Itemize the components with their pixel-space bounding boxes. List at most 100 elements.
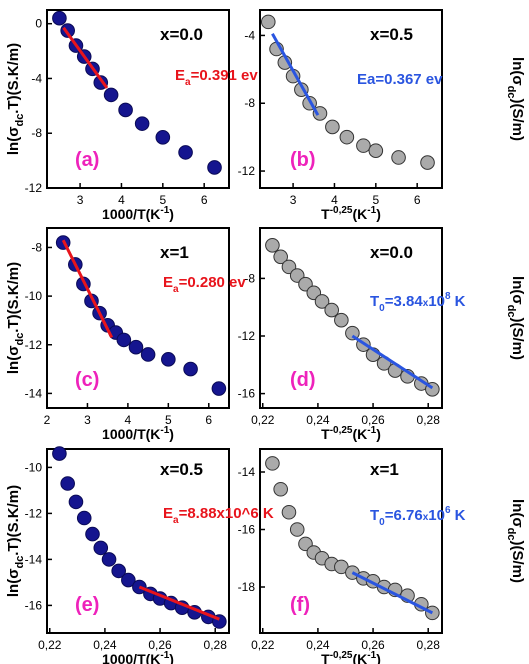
x-tick-label: 4 bbox=[118, 193, 125, 207]
panel-letter: (b) bbox=[290, 149, 316, 171]
x-tick-label: 0,24 bbox=[93, 638, 117, 652]
data-point bbox=[391, 150, 406, 165]
data-point bbox=[155, 130, 171, 145]
panel-letter: (d) bbox=[290, 369, 316, 391]
y-tick-label: -18 bbox=[238, 580, 256, 594]
x-axis-label: T-0,25(K-1) bbox=[321, 205, 381, 222]
data-point bbox=[52, 446, 67, 461]
y-tick-label: -14 bbox=[25, 552, 43, 566]
fit-line bbox=[62, 26, 109, 89]
data-point bbox=[420, 155, 435, 170]
composition-label: x=0.5 bbox=[370, 25, 413, 44]
chart-panel-a: 3 4 5 6 0 -4 -8 -12 x=0.0 Ea=0.391 ev (a) 1000/T(K-… bbox=[5, 9, 258, 222]
data-point bbox=[76, 510, 92, 526]
data-point bbox=[425, 605, 440, 621]
data-point bbox=[265, 456, 280, 471]
fit-line bbox=[271, 33, 320, 116]
data-point bbox=[368, 143, 384, 159]
data-point bbox=[183, 361, 198, 377]
data-point bbox=[273, 481, 288, 497]
panel-letter: (f) bbox=[290, 594, 310, 616]
fit-annotation: Ea=0.367 ev bbox=[357, 71, 443, 88]
data-point bbox=[356, 138, 371, 153]
fit-annotation: T0=3.84x108 K bbox=[370, 291, 466, 314]
x-tick-label: 6 bbox=[414, 193, 421, 207]
fit-line bbox=[351, 571, 434, 615]
data-point bbox=[103, 87, 119, 103]
data-point bbox=[273, 249, 288, 265]
plot-frame bbox=[259, 448, 443, 634]
x-tick-label: 0,28 bbox=[417, 413, 441, 427]
fit-line bbox=[138, 585, 220, 621]
x-tick-label: 0,24 bbox=[306, 413, 330, 427]
y-tick-label: 0 bbox=[35, 17, 42, 31]
composition-label: x=1 bbox=[160, 243, 189, 262]
x-tick-label: 0,22 bbox=[251, 638, 275, 652]
data-point bbox=[128, 339, 144, 355]
data-point bbox=[101, 552, 117, 567]
chart-panel-f: 0,22 0,24 0,26 0,28 -14 -16 -18 x=1 T0=6.76x106 … bbox=[238, 448, 526, 664]
x-axis-label: T-0,25(K-1) bbox=[321, 425, 381, 442]
data-point bbox=[161, 352, 176, 367]
x-tick-label: 0,28 bbox=[204, 638, 228, 652]
composition-label: x=0.0 bbox=[160, 25, 203, 44]
x-tick-label: 3 bbox=[290, 193, 297, 207]
y-tick-label: -8 bbox=[31, 240, 42, 254]
data-point bbox=[118, 102, 133, 118]
data-point bbox=[324, 302, 339, 318]
y-tick-label: -10 bbox=[25, 289, 43, 303]
data-point bbox=[334, 312, 349, 328]
data-point bbox=[93, 540, 109, 556]
y-axis-label: ln(σdc)(S/m) bbox=[505, 499, 526, 583]
x-tick-label: 3 bbox=[77, 193, 84, 207]
y-tick-label: -4 bbox=[244, 28, 255, 42]
panel-letter: (e) bbox=[75, 594, 99, 616]
y-tick-label: -16 bbox=[238, 523, 256, 537]
x-tick-label: 5 bbox=[159, 193, 166, 207]
y-tick-label: -8 bbox=[31, 126, 42, 140]
x-tick-label: 0,22 bbox=[38, 638, 62, 652]
plot-frame bbox=[259, 9, 443, 189]
data-point bbox=[60, 476, 75, 491]
fit-annotation: Ea=8.88x10^6 K bbox=[163, 505, 274, 526]
x-tick-label: 3 bbox=[84, 413, 91, 427]
x-tick-label: 6 bbox=[201, 193, 208, 207]
data-point bbox=[211, 381, 227, 396]
data-point bbox=[52, 10, 67, 26]
y-tick-label: -16 bbox=[25, 598, 43, 612]
data-point bbox=[260, 14, 276, 30]
y-tick-label: -10 bbox=[25, 460, 43, 474]
data-point bbox=[325, 119, 340, 135]
x-tick-label: 6 bbox=[205, 413, 212, 427]
plot-frame bbox=[46, 227, 230, 409]
data-point bbox=[207, 160, 222, 175]
x-tick-label: 4 bbox=[331, 193, 338, 207]
x-axis-label: 1000/T(K-1) bbox=[102, 205, 174, 222]
x-tick-label: 2 bbox=[44, 413, 51, 427]
data-point bbox=[60, 23, 75, 38]
y-tick-label: -12 bbox=[25, 181, 43, 195]
y-axis-label: ln(σdc.T)(S.K/m) bbox=[5, 485, 26, 597]
panel-letter: (c) bbox=[75, 369, 99, 391]
fit-annotation: T0=6.76x106 K bbox=[370, 505, 466, 528]
x-tick-label: 4 bbox=[125, 413, 132, 427]
data-point bbox=[85, 526, 100, 542]
data-point bbox=[314, 294, 330, 309]
x-tick-label: 0,26 bbox=[361, 638, 385, 652]
y-tick-label: -14 bbox=[238, 465, 256, 479]
x-tick-label: 0,22 bbox=[251, 413, 275, 427]
chart-panel-e: 0,22 0,24 0,26 0,28 -10 -12 -14 -16 x=0.5 Ea=8.88… bbox=[5, 446, 274, 664]
y-tick-label: -16 bbox=[238, 387, 256, 401]
y-tick-label: -8 bbox=[244, 271, 255, 285]
fit-annotation: Ea=0.391 ev bbox=[175, 67, 258, 88]
x-tick-label: 0,26 bbox=[148, 638, 172, 652]
y-axis-label: ln(σdc)(S/m) bbox=[505, 57, 526, 141]
chart-panel-b: 3 4 5 6 -4 -8 -12 x=0.5 Ea=0.367 ev (b) T-0,25(K-1… bbox=[238, 9, 526, 222]
data-point bbox=[289, 522, 305, 537]
y-axis-label: ln(σdc)(S/m) bbox=[505, 276, 526, 360]
x-tick-label: 0,28 bbox=[417, 638, 441, 652]
data-point bbox=[178, 145, 193, 160]
y-tick-label: -12 bbox=[238, 164, 256, 178]
composition-label: x=0.5 bbox=[160, 460, 203, 479]
